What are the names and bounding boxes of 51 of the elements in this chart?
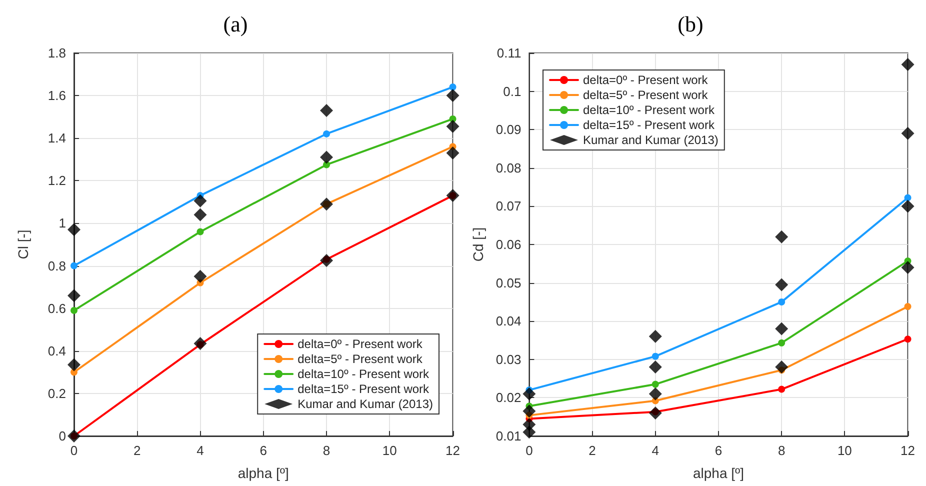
legend-label: delta=15º - Present work	[298, 382, 430, 396]
y-tick-label: 0.2	[48, 386, 66, 401]
y-tick-label: 0.06	[496, 237, 522, 252]
y-tick-label: 1.2	[48, 173, 66, 188]
y-tick-label: 0.4	[48, 343, 66, 358]
y-tick-label: 1.4	[48, 130, 66, 146]
y-tick-label: 0.05	[496, 275, 522, 290]
x-tick-label: 6	[714, 443, 722, 458]
x-tick-label: 0	[70, 443, 78, 458]
y-tick-label: 0.07	[496, 198, 522, 214]
x-tick-label: 0	[526, 443, 533, 458]
y-tick-label: 0.01	[496, 428, 522, 444]
x-tick-label: 8	[322, 443, 330, 458]
x-tick-label: 2	[134, 443, 141, 458]
y-tick-label: 0.6	[48, 300, 66, 316]
y-axis-title: Cl [-]	[15, 230, 31, 260]
x-axis-title: alpha [º]	[692, 465, 744, 481]
y-tick-label: 0.02	[496, 390, 522, 406]
chart-title: (a)	[223, 12, 248, 36]
y-tick-label: 0.1	[503, 84, 522, 99]
x-axis-title: alpha [º]	[238, 465, 289, 481]
x-tick-label: 10	[382, 443, 397, 458]
y-tick-label: 0.03	[496, 352, 522, 367]
legend-label: delta=5º - Present work	[583, 88, 709, 102]
x-tick-label: 12	[446, 443, 460, 458]
y-tick-label: 1	[58, 216, 66, 231]
legend-label: delta=10º - Present work	[298, 367, 430, 381]
y-tick-label: 0.08	[496, 160, 522, 176]
x-tick-label: 4	[196, 443, 204, 458]
y-tick-label: 0.8	[48, 258, 66, 274]
x-tick-label: 12	[900, 443, 916, 458]
chart-title: (b)	[678, 12, 704, 36]
y-tick-label: 0	[58, 428, 66, 444]
x-tick-label: 10	[837, 443, 852, 458]
y-tick-label: 0.04	[496, 314, 522, 329]
legend-label: delta=0º - Present work	[298, 337, 424, 351]
x-tick-label: 6	[260, 443, 267, 458]
y-tick-label: 1.8	[48, 46, 66, 60]
x-tick-label: 4	[652, 443, 660, 458]
x-tick-label: 2	[588, 443, 596, 458]
legend-label: delta=15º - Present work	[583, 118, 716, 132]
legend-label: Kumar and Kumar (2013)	[298, 397, 434, 411]
legend-label: delta=0º - Present work	[583, 73, 709, 87]
legend-label: delta=10º - Present work	[583, 103, 716, 117]
y-tick-label: 0.11	[496, 46, 522, 60]
y-axis-title: Cd [-]	[470, 227, 486, 262]
legend-label: Kumar and Kumar (2013)	[583, 133, 718, 147]
x-tick-label: 8	[778, 443, 786, 458]
legend-label: delta=5º - Present work	[298, 352, 424, 366]
y-tick-label: 1.6	[48, 88, 66, 104]
y-tick-label: 0.09	[496, 122, 522, 138]
